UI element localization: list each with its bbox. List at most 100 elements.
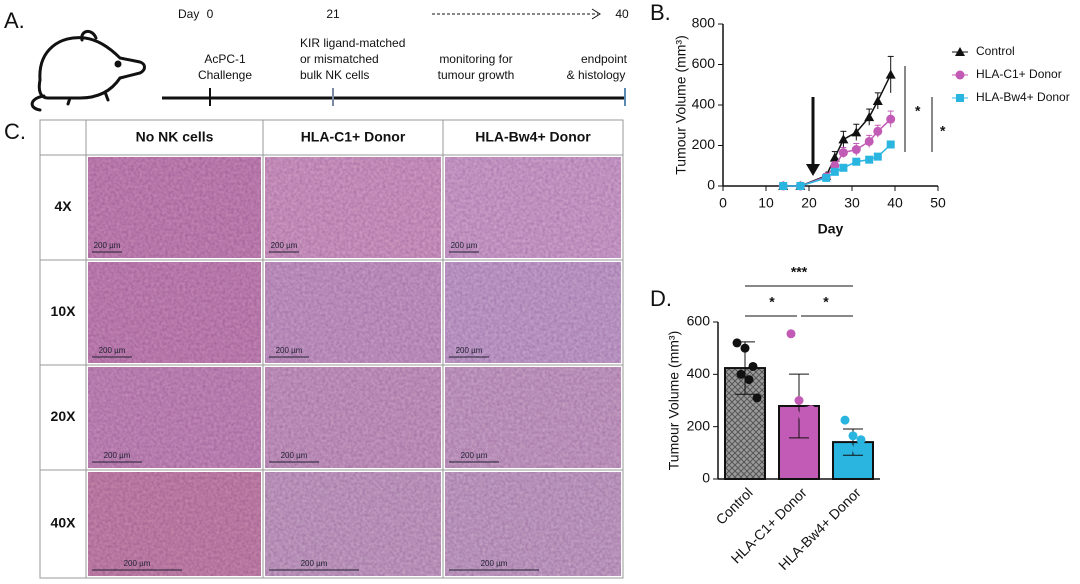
marker <box>885 69 896 79</box>
day-label: Day <box>178 7 199 21</box>
marker <box>865 155 874 164</box>
scale-bar-label: 200 µm <box>94 241 121 250</box>
data-point <box>798 411 808 421</box>
micrograph <box>445 157 621 258</box>
data-point <box>794 396 804 405</box>
step: endpoint <box>581 52 628 66</box>
x-tick-label: 0 <box>719 195 727 211</box>
data-point <box>852 445 862 455</box>
panel-label: C. <box>4 119 26 144</box>
data-point <box>752 393 762 403</box>
scale-bar-label: 200 µm <box>456 346 483 355</box>
micrograph <box>88 367 261 468</box>
marker <box>851 145 861 155</box>
step: & histology <box>567 68 626 82</box>
micrograph <box>445 262 621 363</box>
data-point <box>732 338 742 348</box>
y-axis-label: Tumour Volume (mm³) <box>673 35 689 175</box>
x-axis-label: Day <box>818 221 844 237</box>
step: KIR ligand-matched <box>300 36 405 50</box>
y-tick-label: 0 <box>707 177 715 193</box>
scale-bar-label: 200 µm <box>301 559 328 568</box>
data-point <box>748 361 758 371</box>
significance: * <box>823 294 829 310</box>
x-tick-label: 40 <box>887 195 903 211</box>
y-tick-label: 400 <box>687 365 711 381</box>
data-point <box>744 375 754 385</box>
legend-label: HLA-Bw4+ Donor <box>976 90 1070 104</box>
marker <box>852 157 861 166</box>
scale-bar-label: 200 µm <box>451 241 478 250</box>
legend-label: Control <box>976 44 1015 58</box>
scale-bar-label: 200 µm <box>124 559 151 568</box>
data-point <box>790 409 800 419</box>
marker <box>829 152 840 162</box>
scale-bar-label: 200 µm <box>461 451 488 460</box>
scale-bar-label: 200 µm <box>276 346 303 355</box>
y-tick-label: 800 <box>692 15 716 31</box>
significance: * <box>915 103 921 119</box>
marker <box>873 152 882 161</box>
marker <box>796 182 805 190</box>
data-point <box>844 443 854 453</box>
micrograph <box>445 472 621 576</box>
x-tick-label: 50 <box>930 195 946 211</box>
scale-bar-label: 200 µm <box>281 451 308 460</box>
x-tick-label: 30 <box>844 195 860 211</box>
micrograph <box>88 262 261 363</box>
micrograph <box>445 367 621 468</box>
day: 0 <box>207 7 214 21</box>
column-header: No NK cells <box>136 129 214 145</box>
data-point <box>806 405 816 415</box>
micrograph <box>265 157 441 258</box>
data-point <box>856 435 866 445</box>
marker <box>822 173 831 182</box>
mouse-icon <box>30 30 146 112</box>
marker <box>864 136 874 146</box>
micrograph <box>265 472 441 576</box>
micrograph <box>88 157 261 258</box>
x-tick-label: 10 <box>758 195 774 211</box>
y-tick-label: 200 <box>692 136 716 152</box>
y-tick-label: 400 <box>692 96 716 112</box>
row-header: 10X <box>51 303 77 319</box>
marker <box>864 112 875 122</box>
scale-bar-label: 200 µm <box>104 451 131 460</box>
arrow-head <box>591 8 601 20</box>
row-header: 40X <box>51 515 77 531</box>
step: bulk NK cells <box>300 68 369 82</box>
marker <box>839 163 848 172</box>
marker <box>838 148 848 158</box>
data-point <box>786 329 796 339</box>
panel-label: B. <box>650 0 671 25</box>
x-tick-label: 20 <box>801 195 817 211</box>
data-point <box>740 343 750 353</box>
histology-grid: No NK cells HLA-C1+ Donor HLA-Bw4+ Donor 4X… <box>39 119 624 579</box>
micrograph <box>88 472 261 576</box>
column-header: HLA-C1+ Donor <box>301 129 406 145</box>
y-tick-label: 600 <box>687 313 711 329</box>
y-tick-label: 0 <box>702 470 710 486</box>
x-tick-label: Control <box>713 484 756 527</box>
panel-label: D. <box>650 286 672 311</box>
marker <box>886 140 895 149</box>
step: AcPC-1 <box>204 52 246 66</box>
marker <box>830 167 839 176</box>
marker <box>851 127 862 137</box>
marker <box>873 126 883 136</box>
column-header: HLA-Bw4+ Donor <box>475 129 591 145</box>
step: or mismatched <box>300 52 379 66</box>
significance: * <box>769 294 775 310</box>
row-header: 20X <box>51 408 77 424</box>
marker <box>886 114 896 124</box>
scale-bar-label: 200 µm <box>481 559 508 568</box>
data-point <box>848 431 858 441</box>
significance: * <box>940 123 946 139</box>
day: 21 <box>326 7 340 21</box>
step: Challenge <box>198 68 252 82</box>
legend-label: HLA-C1+ Donor <box>976 67 1062 81</box>
marker <box>872 95 883 105</box>
step: monitoring for <box>439 52 512 66</box>
marker <box>779 182 788 190</box>
